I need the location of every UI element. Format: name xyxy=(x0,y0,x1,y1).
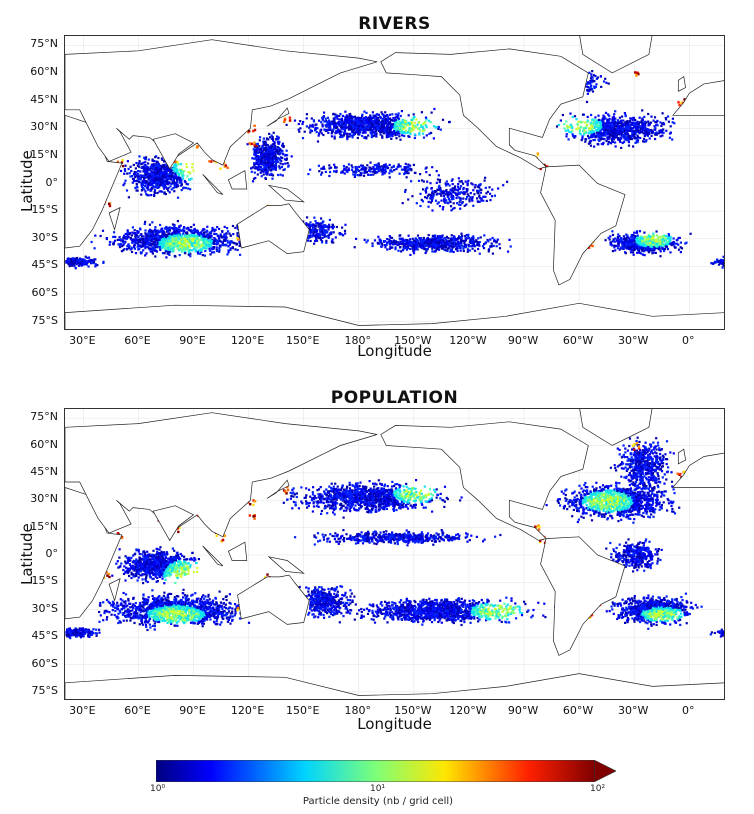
landmass-samerica xyxy=(540,536,626,656)
lon-tick-label: 30°W xyxy=(618,334,649,347)
lon-tick-label: 30°E xyxy=(69,334,96,347)
lat-tick-label: 75°S xyxy=(31,313,58,327)
rivers-panel: RIVERS Latitude Longitude 75°N 60°N 45°N 30… xyxy=(0,0,754,370)
lon-tick-label: 90°W xyxy=(507,704,539,717)
colorbar-tick-2: 10² xyxy=(590,784,606,794)
lon-tick-label: 60°E xyxy=(124,704,151,717)
landmass-borneo xyxy=(227,541,248,561)
landmass-eurasia xyxy=(65,39,378,170)
landmass-eurasia xyxy=(65,412,378,542)
lon-tick-label: 150°W xyxy=(394,704,432,717)
lat-tick-label: 60°S xyxy=(31,656,58,670)
lon-tick-label: 90°E xyxy=(179,334,206,347)
landmass-antarctica xyxy=(65,302,724,329)
lon-tick-label: 150°E xyxy=(285,704,320,717)
landmass-uk xyxy=(677,448,686,465)
lon-tick-label: 150°E xyxy=(285,334,320,347)
lat-tick-label: 15°S xyxy=(31,203,58,217)
landmass-madagascar xyxy=(108,206,121,231)
landmass-madagascar xyxy=(108,578,121,602)
lat-tick-label: 15°N xyxy=(30,147,58,161)
landmass-namerica xyxy=(380,48,589,170)
lon-tick-label: 0° xyxy=(682,334,695,347)
panel-title-population: POPULATION xyxy=(330,388,459,408)
lon-tick-label: 60°W xyxy=(562,334,594,347)
lat-tick-label: 15°S xyxy=(31,574,58,588)
landmass-japan xyxy=(266,107,290,127)
lat-tick-label: 75°S xyxy=(31,683,58,697)
particle-density-layer xyxy=(65,436,724,640)
landmass-greenland xyxy=(579,36,653,74)
map-rivers xyxy=(64,35,725,330)
xlabel-rivers: Longitude xyxy=(357,342,432,360)
population-panel: POPULATION Latitude Longitude 75°N 60°N 45… xyxy=(18,388,725,733)
lon-tick-label: 150°W xyxy=(394,334,432,347)
landmass-japan xyxy=(266,479,290,499)
lon-tick-label: 120°E xyxy=(230,704,265,717)
landmass-borneo xyxy=(227,170,248,190)
lon-tick-label: 180° xyxy=(344,704,372,717)
lon-tick-label: 120°W xyxy=(449,334,487,347)
map-population xyxy=(64,408,725,700)
lon-tick-label: 90°W xyxy=(507,334,539,347)
landmass-greenland xyxy=(579,409,653,446)
lat-tick-label: 45°N xyxy=(30,464,58,478)
landmass-antarctica xyxy=(65,673,724,699)
landmass-sumatra xyxy=(202,545,224,567)
lat-tick-label: 0° xyxy=(45,547,59,560)
landmass-uk xyxy=(677,76,686,92)
lat-tick-label: 60°S xyxy=(31,286,58,300)
landmass-india xyxy=(152,133,195,170)
lat-tick-label: 15°N xyxy=(30,519,58,533)
panel-title-rivers: RIVERS xyxy=(358,14,431,34)
landmass-namerica xyxy=(380,421,589,541)
landmass-australia xyxy=(237,574,310,625)
lat-tick-label: 0° xyxy=(45,175,59,189)
landmass-sumatra xyxy=(202,174,224,195)
landmass-europeW xyxy=(672,80,724,116)
lat-tick-label: 45°S xyxy=(31,258,58,272)
lon-tick-label: 120°E xyxy=(230,334,265,347)
lat-tick-label: 30°S xyxy=(31,230,58,244)
colorbar-tick-0: 10⁰ xyxy=(150,784,166,794)
particle-density-layer xyxy=(65,70,724,270)
lon-tick-label: 60°E xyxy=(124,334,151,347)
lat-tick-label: 60°N xyxy=(30,437,58,451)
lon-tick-label: 30°W xyxy=(618,704,649,717)
lat-tick-label: 30°S xyxy=(31,601,58,615)
coastlines xyxy=(65,36,724,329)
lon-tick-label: 30°E xyxy=(69,704,96,717)
lon-tick-label: 0° xyxy=(682,704,695,717)
colorbar xyxy=(156,760,616,782)
lat-tick-label: 45°S xyxy=(31,629,58,643)
landmass-newguinea xyxy=(267,184,305,203)
colorbar-tick-1: 10¹ xyxy=(370,784,386,794)
xlabel-population: Longitude xyxy=(357,715,432,733)
coastlines xyxy=(65,409,724,699)
lat-tick-label: 60°N xyxy=(30,64,58,78)
lat-tick-label: 45°N xyxy=(30,92,58,106)
lon-tick-label: 60°W xyxy=(562,704,594,717)
lon-tick-label: 90°E xyxy=(179,704,206,717)
lat-tick-label: 75°N xyxy=(30,37,58,51)
landmass-europeW xyxy=(672,452,724,488)
lat-tick-label: 30°N xyxy=(30,120,58,134)
lat-tick-label: 75°N xyxy=(30,410,58,424)
landmass-india xyxy=(152,505,195,542)
landmass-newguinea xyxy=(267,556,305,574)
lat-tick-label: 30°N xyxy=(30,492,58,506)
colorbar-label: Particle density (nb / grid cell) xyxy=(302,796,454,807)
lon-tick-label: 120°W xyxy=(449,704,487,717)
landmass-australia xyxy=(237,203,310,254)
landmass-samerica xyxy=(540,164,626,286)
lon-tick-label: 180° xyxy=(344,334,372,347)
